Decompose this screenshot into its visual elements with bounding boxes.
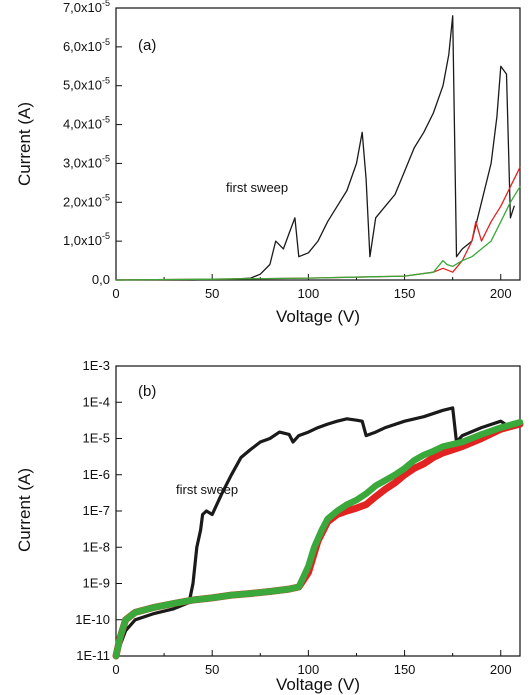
y-tick-label: 1E-3 [83, 358, 110, 373]
y-tick-label: 0,0 [92, 272, 110, 287]
chart-a: 0 50 100 150 200 0,0 1,0x10-5 2,0x10-5 3,0x10-5 4… [15, 0, 521, 326]
y-tick-label: 1E-4 [83, 394, 110, 409]
y-tick-label: 1E-8 [83, 539, 110, 554]
plot-frame-b [115, 365, 521, 657]
y-tick-label: 1E-5 [83, 431, 110, 446]
ticks-b: 0 50 100 150 200 1E-11 1E-10 1E-9 1E-8 1E-7 1E-6 1E… [75, 358, 511, 677]
ticks-a: 0 50 100 150 200 0,0 1,0x10-5 2,0x10-5 3,0x10-5 4… [63, 0, 512, 301]
x-tick-label: 50 [205, 286, 219, 301]
y-tick-label: 5,0x10-5 [63, 76, 110, 93]
annotation-first-sweep-b: first sweep [176, 482, 238, 497]
annotation-first-sweep-a: first sweep [226, 180, 288, 195]
x-tick-label: 50 [205, 662, 219, 677]
y-tick-label: 2,0x10-5 [63, 192, 110, 209]
panel-label-b: (b) [138, 383, 156, 400]
series-group-a [115, 15, 521, 281]
series-line-0 [115, 15, 515, 281]
y-tick-label: 7,0x10-5 [63, 0, 110, 15]
x-tick-label: 0 [112, 286, 119, 301]
x-tick-label: 200 [490, 662, 512, 677]
y-tick-label: 1E-11 [76, 648, 110, 663]
y-tick-label: 6,0x10-5 [63, 37, 110, 54]
y-tick-label: 4,0x10-5 [63, 115, 110, 132]
x-tick-label: 0 [112, 662, 119, 677]
x-tick-label: 150 [394, 286, 416, 301]
y-tick-label: 1,0x10-5 [63, 231, 110, 248]
series-line-2 [115, 186, 521, 281]
plot-frame-a [115, 7, 521, 281]
x-axis-label-b: Voltage (V) [276, 675, 360, 694]
series-line-0 [114, 406, 522, 658]
y-tick-label: 3,0x10-5 [63, 153, 110, 170]
y-tick-label: 1E-10 [75, 612, 110, 627]
x-tick-label: 150 [394, 662, 416, 677]
series-line-2 [112, 419, 524, 660]
y-axis-label-a: Current (A) [15, 102, 34, 186]
x-tick-label: 200 [490, 286, 512, 301]
y-tick-label: 1E-6 [83, 467, 110, 482]
series-group-b [112, 406, 524, 660]
y-tick-label: 1E-9 [83, 576, 110, 591]
x-tick-label: 100 [298, 286, 320, 301]
chart-b: 0 50 100 150 200 1E-11 1E-10 1E-9 1E-8 1E-7 1E-6 1E… [15, 358, 524, 694]
y-tick-label: 1E-7 [83, 503, 110, 518]
x-tick-label: 100 [298, 662, 320, 677]
panel-label-a: (a) [138, 37, 156, 54]
y-axis-label-b: Current (A) [15, 468, 34, 552]
x-axis-label-a: Voltage (V) [276, 307, 360, 326]
